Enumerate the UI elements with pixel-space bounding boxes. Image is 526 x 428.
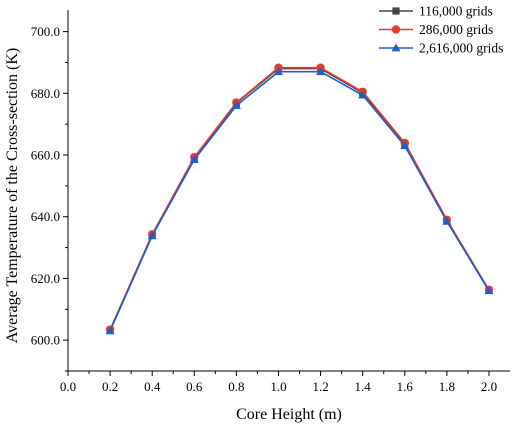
data-point [147, 231, 157, 240]
legend-label: 286,000 grids [419, 22, 493, 37]
data-point [442, 216, 452, 225]
x-tick-label: 1.0 [270, 379, 286, 394]
series-2 [105, 67, 494, 335]
y-tick-label: 660.0 [31, 148, 60, 163]
axes: 0.0 0.2 0.4 0.6 0.8 1.0 1.2 1.4 1.6 1.8 2.0 600.0 62… [4, 10, 510, 423]
y-tick-label: 700.0 [31, 24, 60, 39]
data-point [231, 101, 241, 110]
y-tick-label: 680.0 [31, 86, 60, 101]
data-point [105, 326, 115, 335]
x-tick-label: 1.8 [439, 379, 455, 394]
series-line [109, 66, 490, 330]
series-line [109, 70, 490, 332]
x-tick-label: 1.4 [355, 379, 372, 394]
data-point [316, 67, 326, 76]
data-point [484, 286, 494, 295]
y-tick-label: 600.0 [31, 333, 60, 348]
x-tick-label: 0.0 [60, 379, 76, 394]
data-point [400, 141, 410, 150]
y-tick-label: 620.0 [31, 271, 60, 286]
x-tick-label: 0.8 [228, 379, 244, 394]
x-tick-label: 1.6 [397, 379, 414, 394]
data-point [273, 67, 283, 76]
legend-marker [391, 25, 401, 34]
series-layer [105, 63, 494, 335]
legend-label: 2,616,000 grids [419, 41, 503, 56]
data-point [189, 155, 199, 164]
x-tick-label: 1.2 [312, 379, 328, 394]
legend-item: 2,616,000 grids [379, 41, 503, 56]
x-tick-label: 0.6 [186, 379, 203, 394]
x-tick-label: 0.2 [102, 379, 118, 394]
legend-marker [392, 7, 400, 15]
x-tick-label: 0.4 [144, 379, 161, 394]
x-tick-label: 2.0 [481, 379, 497, 394]
legend-item: 286,000 grids [379, 22, 493, 37]
y-axis-title: Average Temperature of the Cross-section… [4, 48, 21, 344]
series-line [109, 67, 490, 331]
legend-marker [391, 43, 401, 52]
legend-item: 116,000 grids [379, 4, 493, 19]
legend: 116,000 grids 286,000 grids 2,616,000 grid… [379, 4, 503, 56]
x-axis-title: Core Height (m) [236, 406, 342, 423]
legend-label: 116,000 grids [419, 4, 493, 19]
y-tick-label: 640.0 [31, 209, 60, 224]
data-point [358, 90, 368, 99]
